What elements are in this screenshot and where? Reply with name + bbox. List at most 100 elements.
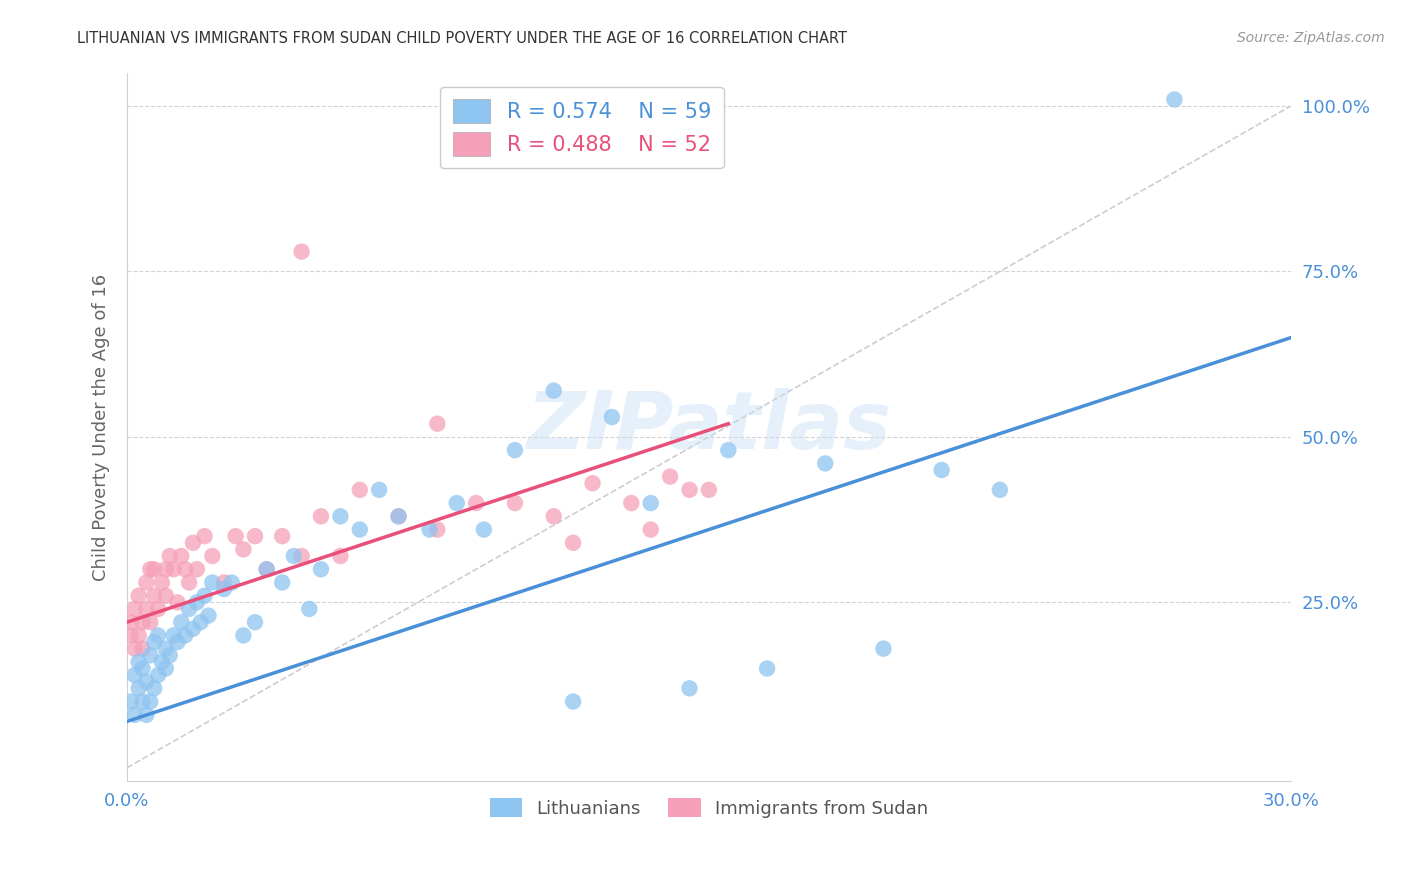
Point — [124, 707, 146, 722]
Point — [170, 549, 193, 563]
Point — [221, 575, 243, 590]
Point — [446, 496, 468, 510]
Point — [131, 641, 153, 656]
Point — [581, 476, 603, 491]
Point — [814, 456, 837, 470]
Point — [659, 469, 682, 483]
Point — [243, 529, 266, 543]
Point — [503, 443, 526, 458]
Point — [135, 602, 157, 616]
Point — [150, 655, 173, 669]
Point — [174, 628, 197, 642]
Point — [139, 648, 162, 663]
Point — [426, 417, 449, 431]
Point — [543, 384, 565, 398]
Point — [600, 410, 623, 425]
Point — [256, 562, 278, 576]
Point — [135, 707, 157, 722]
Point — [124, 602, 146, 616]
Text: Source: ZipAtlas.com: Source: ZipAtlas.com — [1237, 31, 1385, 45]
Point — [159, 549, 181, 563]
Point — [543, 509, 565, 524]
Point — [162, 628, 184, 642]
Point — [146, 668, 169, 682]
Point — [135, 575, 157, 590]
Point — [131, 661, 153, 675]
Point — [155, 562, 177, 576]
Point — [678, 483, 700, 497]
Point — [128, 681, 150, 696]
Point — [120, 628, 142, 642]
Point — [283, 549, 305, 563]
Point — [201, 575, 224, 590]
Point — [181, 622, 204, 636]
Point — [186, 562, 208, 576]
Point — [201, 549, 224, 563]
Point — [143, 562, 166, 576]
Point — [146, 602, 169, 616]
Point — [988, 483, 1011, 497]
Point — [349, 483, 371, 497]
Point — [472, 523, 495, 537]
Point — [256, 562, 278, 576]
Point — [329, 549, 352, 563]
Point — [120, 695, 142, 709]
Point — [128, 628, 150, 642]
Point — [243, 615, 266, 630]
Point — [697, 483, 720, 497]
Point — [465, 496, 488, 510]
Point — [387, 509, 409, 524]
Point — [139, 615, 162, 630]
Point — [503, 496, 526, 510]
Point — [562, 695, 585, 709]
Point — [309, 509, 332, 524]
Point — [120, 615, 142, 630]
Point — [150, 575, 173, 590]
Point — [124, 668, 146, 682]
Point — [181, 536, 204, 550]
Text: ZIPatlas: ZIPatlas — [526, 388, 891, 466]
Point — [177, 575, 200, 590]
Point — [139, 562, 162, 576]
Point — [155, 589, 177, 603]
Point — [143, 681, 166, 696]
Point — [170, 615, 193, 630]
Point — [309, 562, 332, 576]
Point — [197, 608, 219, 623]
Point — [290, 549, 312, 563]
Point — [146, 628, 169, 642]
Point — [166, 595, 188, 609]
Y-axis label: Child Poverty Under the Age of 16: Child Poverty Under the Age of 16 — [93, 274, 110, 581]
Point — [426, 523, 449, 537]
Point — [678, 681, 700, 696]
Point — [298, 602, 321, 616]
Point — [131, 615, 153, 630]
Point — [194, 589, 217, 603]
Point — [329, 509, 352, 524]
Point — [640, 523, 662, 537]
Point — [756, 661, 779, 675]
Point — [166, 635, 188, 649]
Point — [212, 575, 235, 590]
Point — [128, 655, 150, 669]
Point — [717, 443, 740, 458]
Point — [190, 615, 212, 630]
Point — [368, 483, 391, 497]
Point — [143, 635, 166, 649]
Point — [159, 648, 181, 663]
Point — [162, 562, 184, 576]
Point — [174, 562, 197, 576]
Legend: Lithuanians, Immigrants from Sudan: Lithuanians, Immigrants from Sudan — [482, 791, 935, 825]
Point — [620, 496, 643, 510]
Point — [135, 674, 157, 689]
Point — [186, 595, 208, 609]
Point — [124, 641, 146, 656]
Point — [562, 536, 585, 550]
Point — [232, 542, 254, 557]
Point — [640, 496, 662, 510]
Point — [128, 589, 150, 603]
Point — [232, 628, 254, 642]
Point — [271, 529, 294, 543]
Point — [931, 463, 953, 477]
Point — [194, 529, 217, 543]
